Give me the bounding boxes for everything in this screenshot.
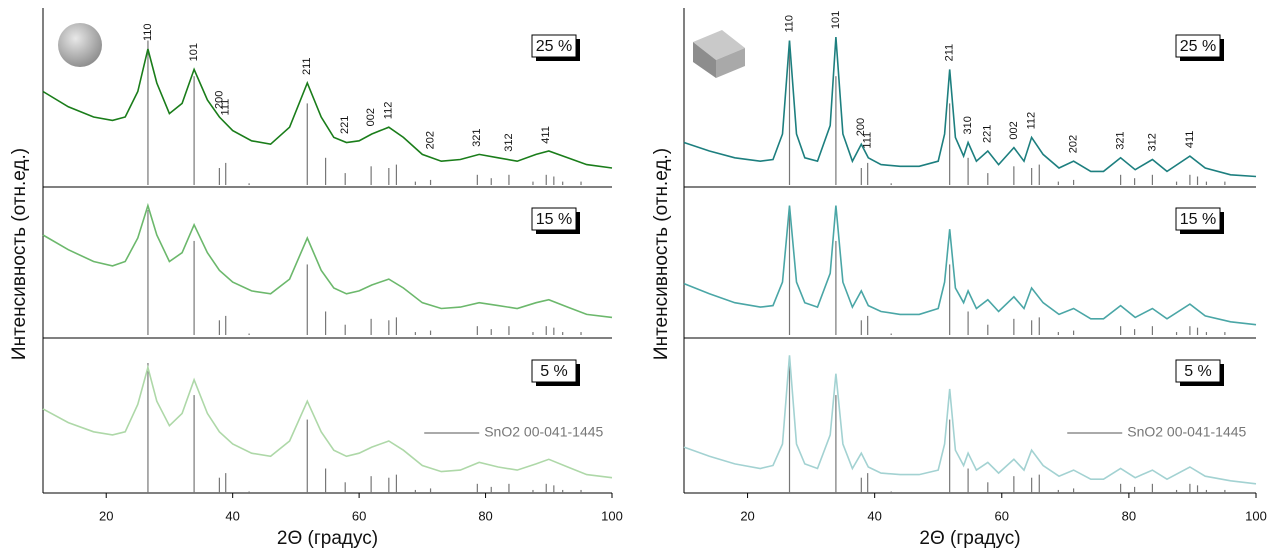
peak-label: 110 bbox=[142, 23, 154, 41]
peak-label: 002 bbox=[365, 108, 377, 126]
xrd-curve bbox=[683, 205, 1257, 326]
peak-label: 321 bbox=[471, 129, 483, 147]
peak-label: 111 bbox=[220, 99, 232, 116]
cube-icon bbox=[693, 30, 745, 78]
x-tick-label: 100 bbox=[601, 508, 623, 523]
peak-label: 211 bbox=[944, 44, 956, 62]
peak-label: 310 bbox=[962, 116, 974, 134]
x-tick-label: 20 bbox=[740, 508, 754, 523]
x-tick-label: 60 bbox=[995, 508, 1009, 523]
peak-label: 202 bbox=[1068, 135, 1080, 153]
xrd-curve bbox=[42, 202, 613, 319]
x-tick-label: 20 bbox=[99, 508, 113, 523]
x-axis-label: 2Θ (градус) bbox=[919, 528, 1020, 549]
panel-label: 15 % bbox=[1180, 211, 1216, 228]
peak-label: 110 bbox=[783, 15, 795, 33]
peak-label: 312 bbox=[503, 133, 515, 151]
peak-label: 211 bbox=[301, 57, 313, 75]
panel-label: 15 % bbox=[536, 211, 572, 228]
x-axis-label: 2Θ (градус) bbox=[277, 528, 378, 549]
xrd-curve bbox=[683, 37, 1257, 178]
x-tick-label: 80 bbox=[478, 508, 492, 523]
x-tick-label: 60 bbox=[352, 508, 366, 523]
panel-label: 25 % bbox=[536, 38, 572, 55]
peak-label: 202 bbox=[424, 131, 436, 149]
panel-label: 5 % bbox=[540, 363, 568, 380]
label-box bbox=[1175, 34, 1221, 58]
peak-label: 312 bbox=[1146, 133, 1158, 151]
legend-label: SnO2 00-041-1445 bbox=[484, 424, 603, 440]
peak-label: 221 bbox=[339, 116, 351, 134]
peak-label: 200 bbox=[855, 118, 867, 136]
xrd-curve bbox=[42, 48, 613, 169]
xrd-curve bbox=[42, 364, 613, 479]
peak-label: 112 bbox=[1026, 112, 1038, 130]
x-tick-label: 40 bbox=[867, 508, 881, 523]
label-box bbox=[531, 34, 577, 58]
label-box bbox=[531, 207, 577, 231]
panel-label: 5 % bbox=[1184, 363, 1212, 380]
peak-label: 101 bbox=[830, 11, 842, 29]
y-axis-label: Интенсивность (отн.ед.) bbox=[651, 148, 672, 360]
y-axis-label: Интенсивность (отн.ед.) bbox=[9, 148, 30, 360]
peak-label: 200 bbox=[213, 91, 225, 109]
peak-label: 101 bbox=[188, 43, 200, 61]
x-tick-label: 40 bbox=[225, 508, 239, 523]
panel-label: 25 % bbox=[1180, 38, 1216, 55]
label-box bbox=[531, 359, 577, 383]
peak-label: 321 bbox=[1115, 131, 1127, 149]
peak-label: 002 bbox=[1008, 121, 1020, 139]
peak-label: 411 bbox=[1184, 131, 1196, 149]
peak-label: 112 bbox=[383, 102, 395, 120]
x-tick-label: 100 bbox=[1245, 508, 1267, 523]
peak-label: 411 bbox=[540, 126, 552, 144]
xrd-curve bbox=[683, 355, 1257, 485]
label-box bbox=[1175, 359, 1221, 383]
legend-label: SnO2 00-041-1445 bbox=[1127, 424, 1246, 440]
peak-label: 111 bbox=[862, 132, 874, 149]
sphere-icon bbox=[58, 23, 102, 67]
peak-label: 221 bbox=[982, 125, 994, 143]
x-tick-label: 80 bbox=[1122, 508, 1136, 523]
label-box bbox=[1175, 207, 1221, 231]
